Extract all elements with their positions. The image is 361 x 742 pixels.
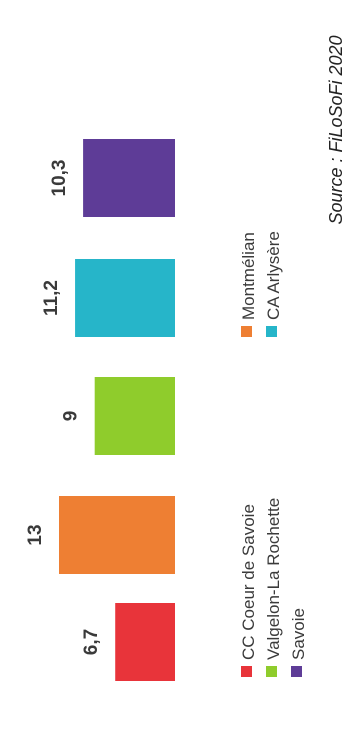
value-label-valgelon-la-rochette: 9 <box>61 411 82 422</box>
bar-ca-arlysere <box>75 259 175 337</box>
legend-swatch-ca-arlysere <box>266 326 277 337</box>
bar-montmelian <box>59 496 175 574</box>
legend-label-cc-coeur-de-savoie: CC Coeur de Savoie <box>239 504 258 660</box>
value-label-cc-coeur-de-savoie: 6,7 <box>81 629 102 655</box>
bar-valgelon-la-rochette <box>94 377 175 455</box>
legend-swatch-montmelian <box>241 326 252 337</box>
value-label-savoie: 10,3 <box>49 160 70 197</box>
legend-label-savoie: Savoie <box>289 608 308 660</box>
legend-swatch-cc-coeur-de-savoie <box>241 666 252 677</box>
bar-cc-coeur-de-savoie <box>115 603 175 681</box>
legend-label-valgelon-la-rochette: Valgelon-La Rochette <box>264 498 283 660</box>
value-labels-group: 6,7 13 9 11,2 10,3 <box>25 160 102 656</box>
source-note: Source : FiLoSoFi 2020 <box>326 35 346 224</box>
legend: CC Coeur de Savoie Montmélian Valgelon-La … <box>239 231 308 677</box>
value-label-montmelian: 13 <box>25 524 46 545</box>
value-label-ca-arlysere: 11,2 <box>41 280 62 316</box>
legend-swatch-savoie <box>291 666 302 677</box>
legend-swatch-valgelon-la-rochette <box>266 666 277 677</box>
bar-savoie <box>83 139 175 217</box>
bars-group <box>59 139 175 681</box>
legend-label-montmelian: Montmélian <box>239 232 258 320</box>
legend-label-ca-arlysere: CA Arlysère <box>264 231 283 320</box>
